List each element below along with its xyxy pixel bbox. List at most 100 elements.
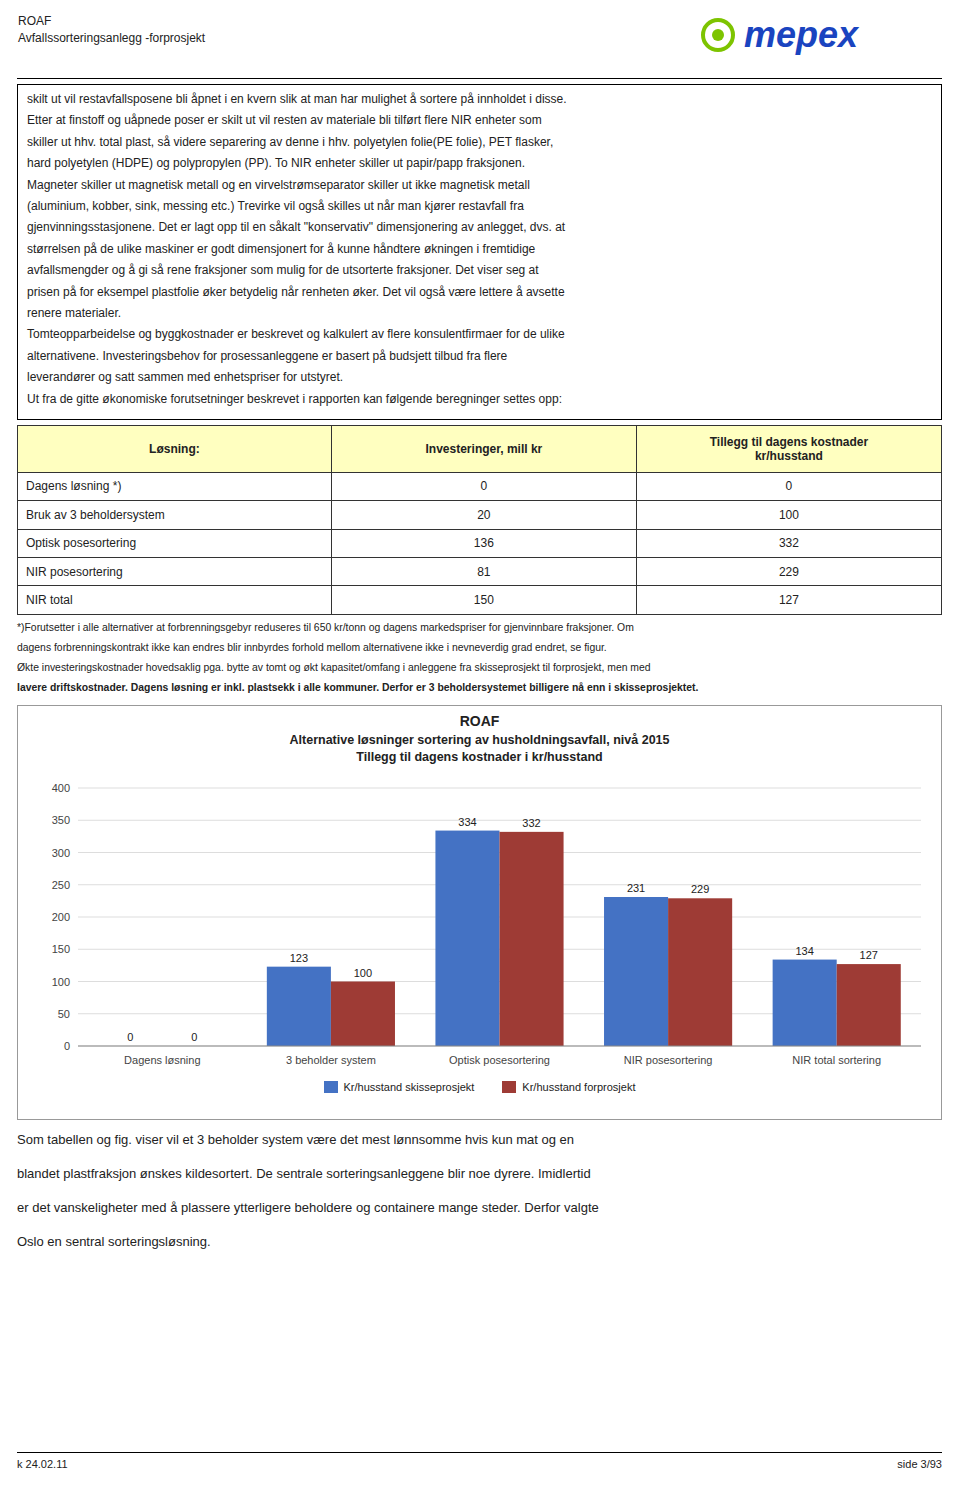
y-tick-label: 200 xyxy=(52,911,70,923)
footer-left: k 24.02.11 xyxy=(17,1458,68,1470)
y-tick-label: 50 xyxy=(58,1008,70,1020)
bottom-line: Som tabellen og fig. viser vil et 3 beho… xyxy=(17,1132,574,1147)
table-cell: 229 xyxy=(636,558,941,586)
body-line: Magneter skiller ut magnetisk metall og … xyxy=(27,178,530,192)
data-label: 231 xyxy=(627,882,645,894)
data-label: 123 xyxy=(290,952,308,964)
footnote: *)Forutsetter i alle alternativer at for… xyxy=(17,622,634,633)
grid-line xyxy=(78,820,921,821)
bar xyxy=(500,832,564,1046)
footer-rule xyxy=(17,1452,942,1453)
body-line: Tomteopparbeidelse og byggkostnader er b… xyxy=(27,327,565,341)
bar xyxy=(604,897,668,1046)
table-header-row: Løsning:Investeringer, mill krTillegg ti… xyxy=(18,426,942,473)
chart-box: ROAF Alternative løsninger sortering av h… xyxy=(17,705,942,1120)
data-label: 100 xyxy=(354,967,372,979)
table-wrap: Løsning:Investeringer, mill krTillegg ti… xyxy=(17,425,942,615)
table-row: Bruk av 3 beholdersystem20100 xyxy=(18,501,942,529)
summary-table: Løsning:Investeringer, mill krTillegg ti… xyxy=(17,425,942,615)
bottom-line: er det vanskeligheter med å plassere ytt… xyxy=(17,1200,599,1215)
x-tick-label: Optisk posesortering xyxy=(449,1054,550,1066)
legend-item: Kr/husstand forprosjekt xyxy=(502,1081,635,1093)
table-cell: 150 xyxy=(331,586,636,615)
y-tick-label: 100 xyxy=(52,976,70,988)
body-box: skilt ut vil restavfallsposene bli åpnet… xyxy=(17,84,942,420)
legend-item: Kr/husstand skisseprosjekt xyxy=(324,1081,475,1093)
bar xyxy=(773,960,837,1046)
table-cell: 20 xyxy=(331,501,636,529)
table-cell: 127 xyxy=(636,586,941,615)
table-row: Optisk posesortering136332 xyxy=(18,529,942,557)
table-cell: Dagens løsning *) xyxy=(18,472,332,500)
bar xyxy=(837,964,901,1046)
chart-title: ROAF xyxy=(460,713,500,729)
table-cell: 0 xyxy=(636,472,941,500)
logo-mark xyxy=(700,17,736,53)
table-header-cell: Tillegg til dagens kostnader kr/husstand xyxy=(636,426,941,473)
table-row: Dagens løsning *)00 xyxy=(18,472,942,500)
data-label: 127 xyxy=(860,949,878,961)
footnote: dagens forbrenningskontrakt ikke kan end… xyxy=(17,642,607,653)
table-cell: NIR posesortering xyxy=(18,558,332,586)
body-line: prisen på for eksempel plastfolie øker b… xyxy=(27,285,565,299)
chart-subtitle: Alternative løsninger sortering av husho… xyxy=(290,733,670,747)
bar xyxy=(435,831,499,1046)
body-line: skiller ut hhv. total plast, så videre s… xyxy=(27,135,553,149)
grid-line xyxy=(78,788,921,789)
y-tick-label: 350 xyxy=(52,814,70,826)
bar xyxy=(331,982,395,1047)
bar xyxy=(668,898,732,1046)
x-tick-label: NIR posesortering xyxy=(624,1054,713,1066)
body-line: hard polyetylen (HDPE) og polypropylen (… xyxy=(27,156,525,170)
logo-text: mepex xyxy=(744,14,858,56)
data-label: 229 xyxy=(691,883,709,895)
x-tick-label: 3 beholder system xyxy=(286,1054,376,1066)
x-axis-line xyxy=(78,1046,921,1047)
legend-label: Kr/husstand forprosjekt xyxy=(522,1081,635,1093)
body-line: Etter at finstoff og uåpnede poser er sk… xyxy=(27,113,542,127)
footnote: Økte investeringskostnader hovedsaklig p… xyxy=(17,662,651,673)
logo-ring xyxy=(703,20,733,50)
table-cell: Bruk av 3 beholdersystem xyxy=(18,501,332,529)
body-line: størrelsen på de ulike maskiner er godt … xyxy=(27,242,535,256)
chart: ROAF Alternative løsninger sortering av h… xyxy=(18,706,941,1078)
data-label: 134 xyxy=(795,945,813,957)
y-tick-label: 0 xyxy=(64,1040,70,1052)
data-labels: 0 123 334 231 134 0 100 332 229 127 xyxy=(127,816,878,1043)
legend-swatch xyxy=(502,1081,516,1093)
data-label: 332 xyxy=(522,817,540,829)
bar xyxy=(267,967,331,1046)
data-label: 0 xyxy=(191,1031,197,1043)
table-header-cell: Løsning: xyxy=(18,426,332,473)
body-line: (aluminium, kobber, sink, messing etc.) … xyxy=(27,199,524,213)
table-header-cell: Investeringer, mill kr xyxy=(331,426,636,473)
data-label: 334 xyxy=(458,816,476,828)
data-label: 0 xyxy=(127,1031,133,1043)
body-line: alternativene. Investeringsbehov for pro… xyxy=(27,349,507,363)
body-line: Ut fra de gitte økonomiske forutsetninge… xyxy=(27,392,562,406)
table-cell: 332 xyxy=(636,529,941,557)
y-tick-label: 300 xyxy=(52,847,70,859)
header-rule xyxy=(17,78,942,79)
body-line: leverandører og satt sammen med enhetspr… xyxy=(27,370,343,384)
body-line: skilt ut vil restavfallsposene bli åpnet… xyxy=(27,92,567,106)
bottom-line: blandet plastfraksjon ønskes kildesorter… xyxy=(17,1166,591,1181)
table-cell: NIR total xyxy=(18,586,332,615)
logo-dot xyxy=(712,29,724,41)
table-cell: Optisk posesortering xyxy=(18,529,332,557)
legend-swatch xyxy=(324,1081,338,1093)
table-cell: 81 xyxy=(331,558,636,586)
table-row: NIR posesortering81229 xyxy=(18,558,942,586)
body-line: gjenvinningsstasjonene. Det er lagt opp … xyxy=(27,220,565,234)
y-tick-label: 150 xyxy=(52,943,70,955)
bars xyxy=(267,831,901,1046)
body-line: avfallsmengder og å gi så rene fraksjone… xyxy=(27,263,539,277)
x-tick-label: NIR total sortering xyxy=(792,1054,881,1066)
grid-line xyxy=(78,1046,921,1047)
y-tick-label: 400 xyxy=(52,782,70,794)
page-title: Avfallssorteringsanlegg -forprosjekt xyxy=(18,31,205,45)
footnote: lavere driftskostnader. Dagens løsning e… xyxy=(17,682,698,693)
y-tick-label: 250 xyxy=(52,879,70,891)
x-tick-label: Dagens løsning xyxy=(124,1054,200,1066)
table-row: NIR total150127 xyxy=(18,586,942,615)
